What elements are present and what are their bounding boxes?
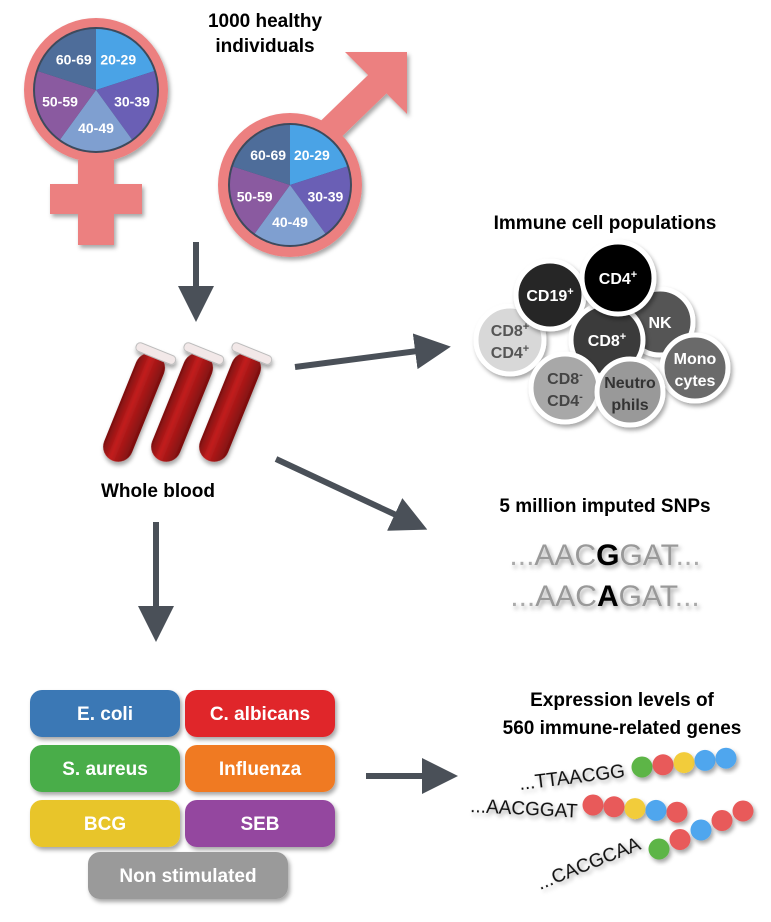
- stimulus-influenza: Influenza: [185, 745, 335, 792]
- age-label: 30-39: [307, 188, 343, 204]
- expression-bead-green: [648, 838, 670, 860]
- cell-label: CD8-: [547, 369, 583, 388]
- expression-bead-yellow: [673, 752, 695, 774]
- age-label: 40-49: [272, 214, 308, 230]
- expression-bead-red: [582, 794, 604, 816]
- expression-bead-red: [669, 829, 691, 850]
- cell-label: CD19+: [526, 286, 573, 305]
- stimulus-seb: SEB: [185, 800, 335, 847]
- gene-sequence-2: ...AACGGAT: [470, 794, 688, 823]
- age-slice-20-29: [290, 125, 348, 185]
- stimulus-c-albicans: C. albicans: [185, 690, 335, 737]
- expression-bead-blue: [690, 819, 712, 841]
- arrow-blood-to-snps: [274, 456, 428, 531]
- gene-sequence-text: ...TTAACGG: [518, 761, 626, 795]
- cell-label: CD4+: [491, 343, 529, 362]
- snp-variant-allele: G: [596, 539, 619, 572]
- stimulus-label: C. albicans: [210, 704, 310, 725]
- cell-cd19: CD19+: [513, 258, 587, 332]
- cell-label: CD8+: [588, 331, 626, 350]
- expression-bead-blue: [645, 799, 667, 821]
- expression-bead-red: [711, 810, 733, 831]
- cell-label: Mono: [674, 351, 717, 368]
- gene-sequence-text: ...CACGCAA: [534, 834, 644, 895]
- expression-title-line1: Expression levels of: [530, 690, 714, 711]
- cell-label: CD4-: [547, 391, 583, 410]
- cohort-title-line2: individuals: [215, 36, 314, 57]
- stimulus-label: Influenza: [219, 759, 302, 780]
- cell-cd8cd4: CD8- CD4-: [528, 351, 602, 425]
- age-label: 20-29: [294, 147, 330, 163]
- cell-label: NK: [648, 315, 672, 332]
- age-slice-20-29: [96, 29, 155, 90]
- stimulus-non-stimulated: Non stimulated: [88, 852, 288, 899]
- expression-bead-blue: [694, 749, 716, 771]
- snp-sequence-1: ...AACGGAT...: [509, 539, 700, 572]
- expression-bead-yellow: [624, 798, 646, 820]
- flow-arrows: [138, 242, 458, 794]
- blood-tubes-icon: [103, 342, 273, 462]
- expression-bead-green: [631, 756, 653, 778]
- stimulus-s-aureus: S. aureus: [30, 745, 180, 792]
- stimulus-label: S. aureus: [62, 759, 148, 780]
- cell-label: CD4+: [599, 269, 637, 288]
- age-label: 60-69: [56, 51, 92, 67]
- expression-bead-red: [666, 801, 688, 823]
- stimuli-grid: E. coli C. albicans S. aureus Influenza BCG S…: [30, 690, 335, 899]
- snp-sequences: ...AACGGAT... ...AACAGAT...: [509, 539, 700, 613]
- cell-label: cytes: [675, 373, 716, 390]
- male-age-pie: 20-29 30-39 40-49 50-59 60-69: [228, 123, 352, 247]
- snps-title: 5 million imputed SNPs: [499, 496, 710, 517]
- expression-sequences: ...TTAACGG...AACGGAT ...CACGCAA: [470, 747, 754, 895]
- age-label: 60-69: [250, 147, 286, 163]
- age-label: 50-59: [237, 188, 273, 204]
- age-slice-50-59: [230, 166, 290, 234]
- cell-label: Neutro: [604, 375, 656, 392]
- age-slice-30-39: [290, 166, 350, 234]
- age-label: 30-39: [114, 94, 150, 110]
- arrow-blood-to-cells: [294, 333, 451, 370]
- expression-bead-red: [652, 754, 674, 776]
- stimulus-bcg: BCG: [30, 800, 180, 847]
- cell-neutrophils: Neutro phils: [594, 356, 666, 428]
- cell-monocytes: Mono cytes: [659, 332, 731, 404]
- cells-title: Immune cell populations: [494, 213, 717, 234]
- gene-sequence-text: ...AACGGAT: [470, 796, 579, 823]
- age-slice-50-59: [34, 71, 96, 140]
- gene-sequence-1: ...TTAACGG: [518, 747, 737, 795]
- snp-variant-allele: A: [597, 580, 619, 613]
- snp-sequence-2: ...AACAGAT...: [510, 580, 700, 613]
- stimulus-label: Non stimulated: [119, 866, 256, 887]
- expression-bead-red: [603, 796, 625, 818]
- stimulus-e-coli: E. coli: [30, 690, 180, 737]
- cell-label: phils: [611, 397, 648, 414]
- expression-bead-red: [732, 800, 754, 822]
- cohort-title-line1: 1000 healthy: [208, 11, 322, 32]
- stimulus-label: SEB: [240, 814, 279, 835]
- age-slice-40-49: [254, 185, 326, 246]
- expression-title-line2: 560 immune-related genes: [503, 718, 742, 739]
- stimulus-label: E. coli: [77, 704, 133, 725]
- stimulus-label: BCG: [84, 814, 126, 835]
- age-slice-40-49: [60, 90, 132, 151]
- cell-label: CD8+: [491, 321, 529, 340]
- age-slice-30-39: [96, 71, 157, 140]
- cell-cd4: CD4+: [579, 239, 657, 317]
- whole-blood-label: Whole blood: [101, 481, 215, 502]
- expression-bead-blue: [715, 747, 737, 769]
- age-slice-60-69: [232, 125, 290, 185]
- age-label: 50-59: [42, 94, 78, 110]
- immune-cell-cluster: CD8+ CD4+ CD19+ NK CD8+ CD4+ CD8- CD4- Mono cytes…: [473, 239, 731, 428]
- age-label: 40-49: [78, 120, 114, 136]
- age-slice-60-69: [37, 28, 96, 90]
- age-label: 20-29: [100, 51, 136, 67]
